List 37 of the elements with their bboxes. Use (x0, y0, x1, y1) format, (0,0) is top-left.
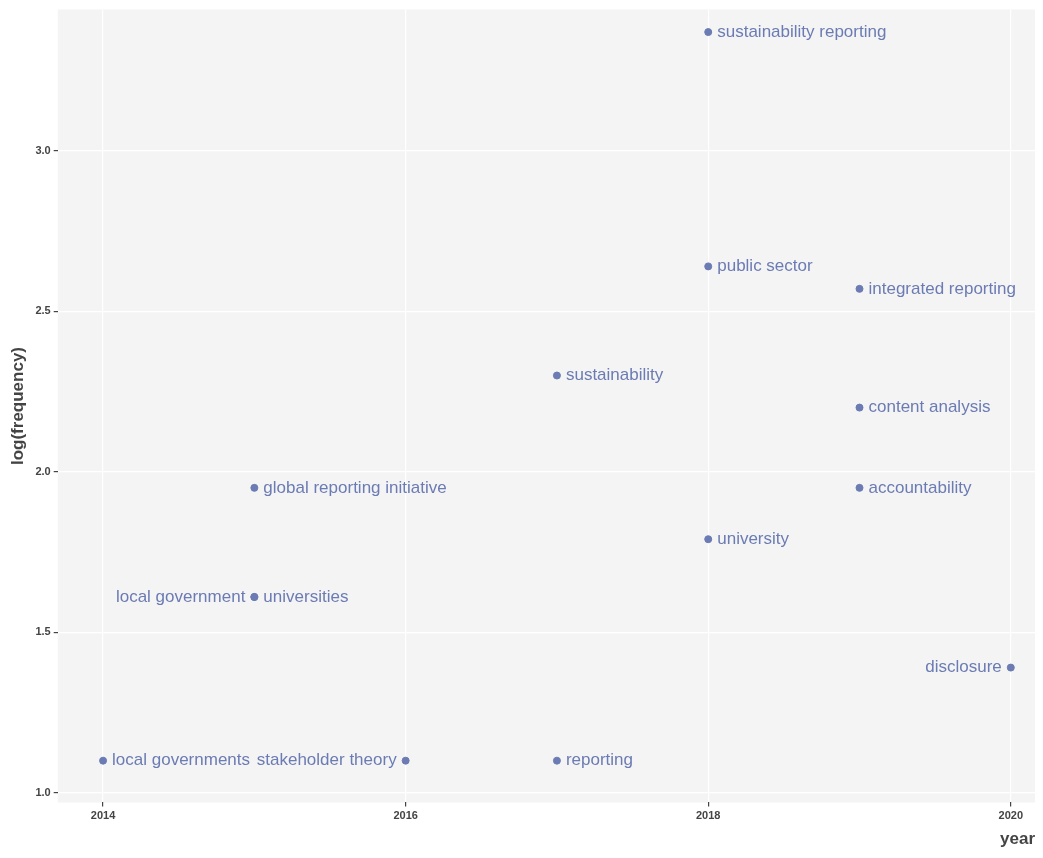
x-tick-label: 2020 (998, 809, 1024, 822)
point (250, 483, 259, 492)
annotation: content analysis (868, 397, 991, 417)
y-tick-label: 3.0 (35, 143, 51, 156)
point (855, 284, 864, 293)
point (552, 756, 561, 765)
y-tick-label: 1.5 (35, 625, 51, 638)
annotation: local governments (112, 750, 251, 770)
annotation: public sector (717, 256, 813, 276)
annotation: disclosure (925, 657, 1002, 677)
point (704, 262, 713, 271)
point (1006, 663, 1015, 672)
x-tick-label: 2014 (90, 809, 117, 822)
annotation: local government (115, 586, 246, 606)
x-axis-title: year (1000, 829, 1036, 849)
y-tick-label: 2.0 (35, 464, 51, 477)
y-axis-title: log(frequency) (7, 346, 27, 466)
annotation: sustainability reporting (717, 21, 887, 41)
annotation: sustainability (565, 365, 664, 385)
y-tick-label: 1.0 (35, 785, 51, 798)
point (552, 371, 561, 380)
point (99, 756, 108, 765)
annotation: university (717, 528, 790, 548)
point (855, 403, 864, 412)
annotation: accountability (868, 477, 973, 497)
point (855, 483, 864, 492)
y-tick-label: 2.5 (35, 304, 51, 317)
point (704, 535, 713, 544)
x-tick-label: 2016 (393, 809, 418, 822)
annotation: global reporting initiative (263, 477, 447, 497)
annotation: reporting (565, 750, 634, 770)
point (704, 28, 713, 37)
annotation: universities (263, 586, 349, 606)
point (401, 756, 410, 765)
annotation: integrated reporting (868, 278, 1016, 298)
annotation: stakeholder theory (256, 750, 398, 770)
x-tick-label: 2018 (695, 809, 721, 822)
